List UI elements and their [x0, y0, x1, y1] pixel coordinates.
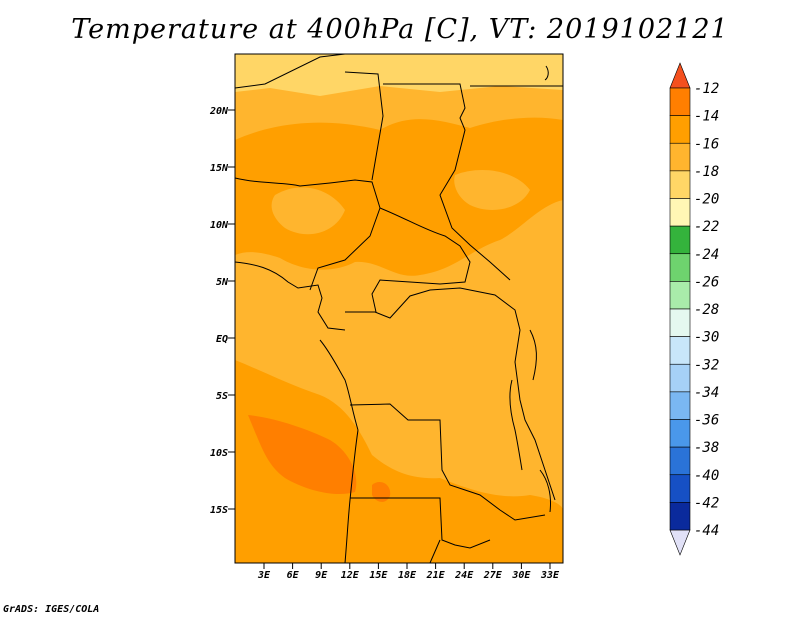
colorbar-swatch	[669, 419, 691, 448]
map-frame	[234, 53, 564, 564]
coastline-angola	[344, 429, 359, 563]
coastline-gabon-congo	[319, 339, 359, 431]
colorbar-swatch	[669, 253, 691, 282]
field-region-14-16-north	[235, 117, 563, 276]
colorbar-label: -40	[694, 468, 719, 484]
boundary-niger-nigeria-chad	[235, 177, 381, 291]
lon-tick-label: 3E	[257, 570, 271, 581]
colorbar-label: -14	[694, 109, 719, 125]
colorbar-label: -28	[694, 302, 719, 318]
lon-tick-label: 27E	[483, 570, 503, 581]
lon-tick-label: 30E	[511, 570, 531, 581]
colorbar-label: -16	[694, 136, 719, 152]
lat-tick-label: 20N	[209, 106, 229, 117]
colorbar-swatch	[669, 391, 691, 420]
coastline-gulf-of-guinea	[235, 261, 346, 331]
map-title: Temperature at 400hPa [C], VT: 201910212…	[71, 14, 729, 45]
lat-tick-label: 5S	[216, 391, 228, 402]
field-patch-north-west	[271, 187, 345, 235]
boundary-namibia-botswana	[429, 539, 441, 563]
colorbar-swatch	[669, 308, 691, 337]
colorbar-swatch	[669, 336, 691, 365]
lon-tick-label: 24E	[454, 570, 474, 581]
lake-tanganyika	[509, 379, 523, 471]
lon-tick-label: 15E	[369, 570, 388, 581]
field-patch-north-east	[454, 170, 530, 210]
lon-tick-label: 33E	[540, 570, 560, 581]
colorbar-label: -42	[694, 495, 719, 511]
colorbar-label: -24	[694, 247, 719, 263]
colorbar-swatch	[669, 281, 691, 310]
boundary-north-central	[344, 71, 384, 181]
colorbar-swatch	[669, 363, 691, 393]
colorbar-label: -22	[694, 219, 719, 235]
colorbar-bottom-triangle	[669, 529, 691, 556]
colorbar-label: -20	[694, 192, 719, 208]
lat-tick-label: 15N	[210, 163, 229, 174]
country-boundaries	[235, 54, 563, 563]
field-region-12-14-southwest	[248, 415, 357, 495]
lat-tick-label: 5N	[216, 277, 229, 288]
boundary-drc-east	[345, 287, 556, 501]
colorbar-label: -44	[694, 523, 719, 539]
lake-malawi	[539, 469, 551, 513]
field-patch-central	[418, 289, 495, 350]
colorbar-swatch	[669, 170, 691, 199]
colorbar-label: -26	[694, 274, 719, 290]
latitude-axis: 20N 15N 10N 5N EQ 5S 10S 15S	[209, 106, 235, 516]
lon-tick-label: 6E	[287, 570, 300, 581]
lat-tick-label: EQ	[216, 334, 228, 345]
lat-tick-label: 10N	[210, 220, 229, 231]
lon-tick-label: 9E	[315, 570, 328, 581]
colorbar-label: -30	[694, 330, 719, 346]
colorbar-swatch	[669, 502, 691, 531]
colorbar-swatch	[669, 115, 691, 144]
colorbar-swatch	[669, 142, 691, 172]
colorbar-swatch	[669, 446, 691, 476]
boundary-car-north	[371, 207, 471, 313]
colorbar-label: -34	[694, 385, 719, 401]
lon-tick-label: 21E	[426, 570, 446, 581]
colorbar-swatch	[669, 474, 691, 503]
colorbar-label: -36	[694, 413, 719, 429]
colorbar-label: -38	[694, 440, 719, 456]
colorbar-top-triangle	[669, 62, 691, 89]
colorbar: -12 -14 -16 -18 -20 -22 -24 -26 -28 -30 -32 -34 -36 -…	[669, 62, 719, 556]
boundary-angola-drc-zambia	[349, 403, 546, 521]
boundary-northwest	[235, 54, 346, 89]
boundary-angola-namibia	[350, 497, 491, 549]
nile-delta-feature	[544, 65, 549, 81]
lat-tick-label: 10S	[210, 448, 228, 459]
boundary-sudan-west	[383, 83, 511, 281]
colorbar-label: -18	[694, 164, 719, 180]
colorbar-label: -32	[694, 357, 719, 373]
lon-tick-label: 18E	[398, 570, 417, 581]
lake-victoria-shore	[529, 329, 537, 381]
lon-tick-label: 12E	[341, 570, 360, 581]
field-patch-12-14-small	[372, 482, 391, 502]
longitude-axis: 3E 6E 9E 12E 15E 18E 21E 24E 27E 30E 33E	[257, 563, 560, 581]
lat-tick-label: 15S	[210, 505, 228, 516]
colorbar-swatch	[669, 225, 691, 255]
field-region-14-16-south	[235, 360, 563, 563]
colorbar-label: -12	[694, 81, 719, 97]
colorbar-swatch	[669, 198, 691, 227]
grads-credit: GrADS: IGES/COLA	[3, 604, 100, 615]
colorbar-swatch	[669, 87, 691, 116]
